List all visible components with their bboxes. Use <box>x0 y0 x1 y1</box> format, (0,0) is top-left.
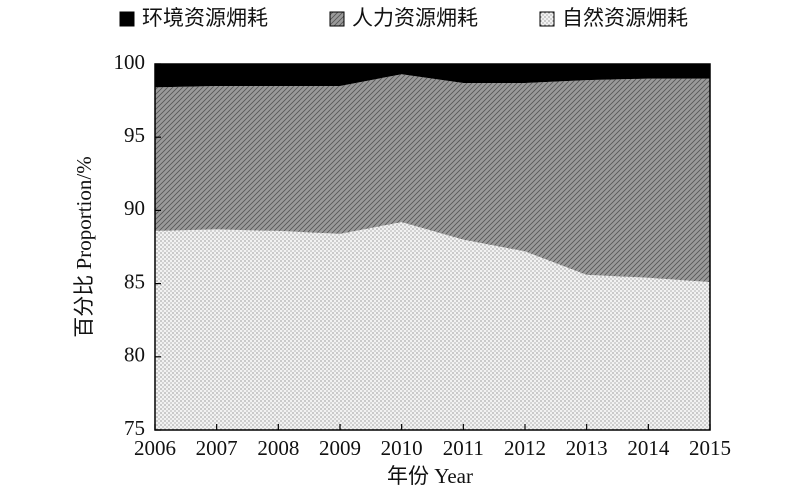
y-tick-label: 90 <box>124 196 145 220</box>
x-tick-label: 2015 <box>689 436 731 460</box>
x-tick-label: 2011 <box>443 436 484 460</box>
legend-label: 人力资源㶲耗 <box>352 6 478 30</box>
legend-swatch <box>539 11 555 27</box>
x-tick-label: 2009 <box>319 436 361 460</box>
area <box>155 74 710 283</box>
y-tick-label: 85 <box>124 269 145 293</box>
y-tick-label: 100 <box>114 50 146 74</box>
x-tick-label: 2008 <box>257 436 299 460</box>
area <box>155 64 710 88</box>
x-tick-label: 2010 <box>381 436 423 460</box>
x-tick-label: 2014 <box>627 436 670 460</box>
y-tick-label: 95 <box>124 123 145 147</box>
y-tick-label: 75 <box>124 416 145 440</box>
y-axis-label: 百分比 Proportion/% <box>72 156 96 337</box>
legend-swatch <box>329 11 345 27</box>
x-axis-label: 年份 Year <box>387 464 473 488</box>
plot-frame <box>154 63 711 431</box>
x-tick-label: 2007 <box>196 436 238 460</box>
y-tick-label: 80 <box>124 343 145 367</box>
x-tick-label: 2012 <box>504 436 546 460</box>
x-tick-label: 2006 <box>134 436 176 460</box>
legend-label: 自然资源㶲耗 <box>562 6 688 30</box>
area <box>155 222 710 430</box>
x-tick-label: 2013 <box>566 436 608 460</box>
legend-swatch <box>119 11 135 27</box>
legend-label: 环境资源㶲耗 <box>142 6 268 30</box>
plot-area <box>155 64 710 430</box>
